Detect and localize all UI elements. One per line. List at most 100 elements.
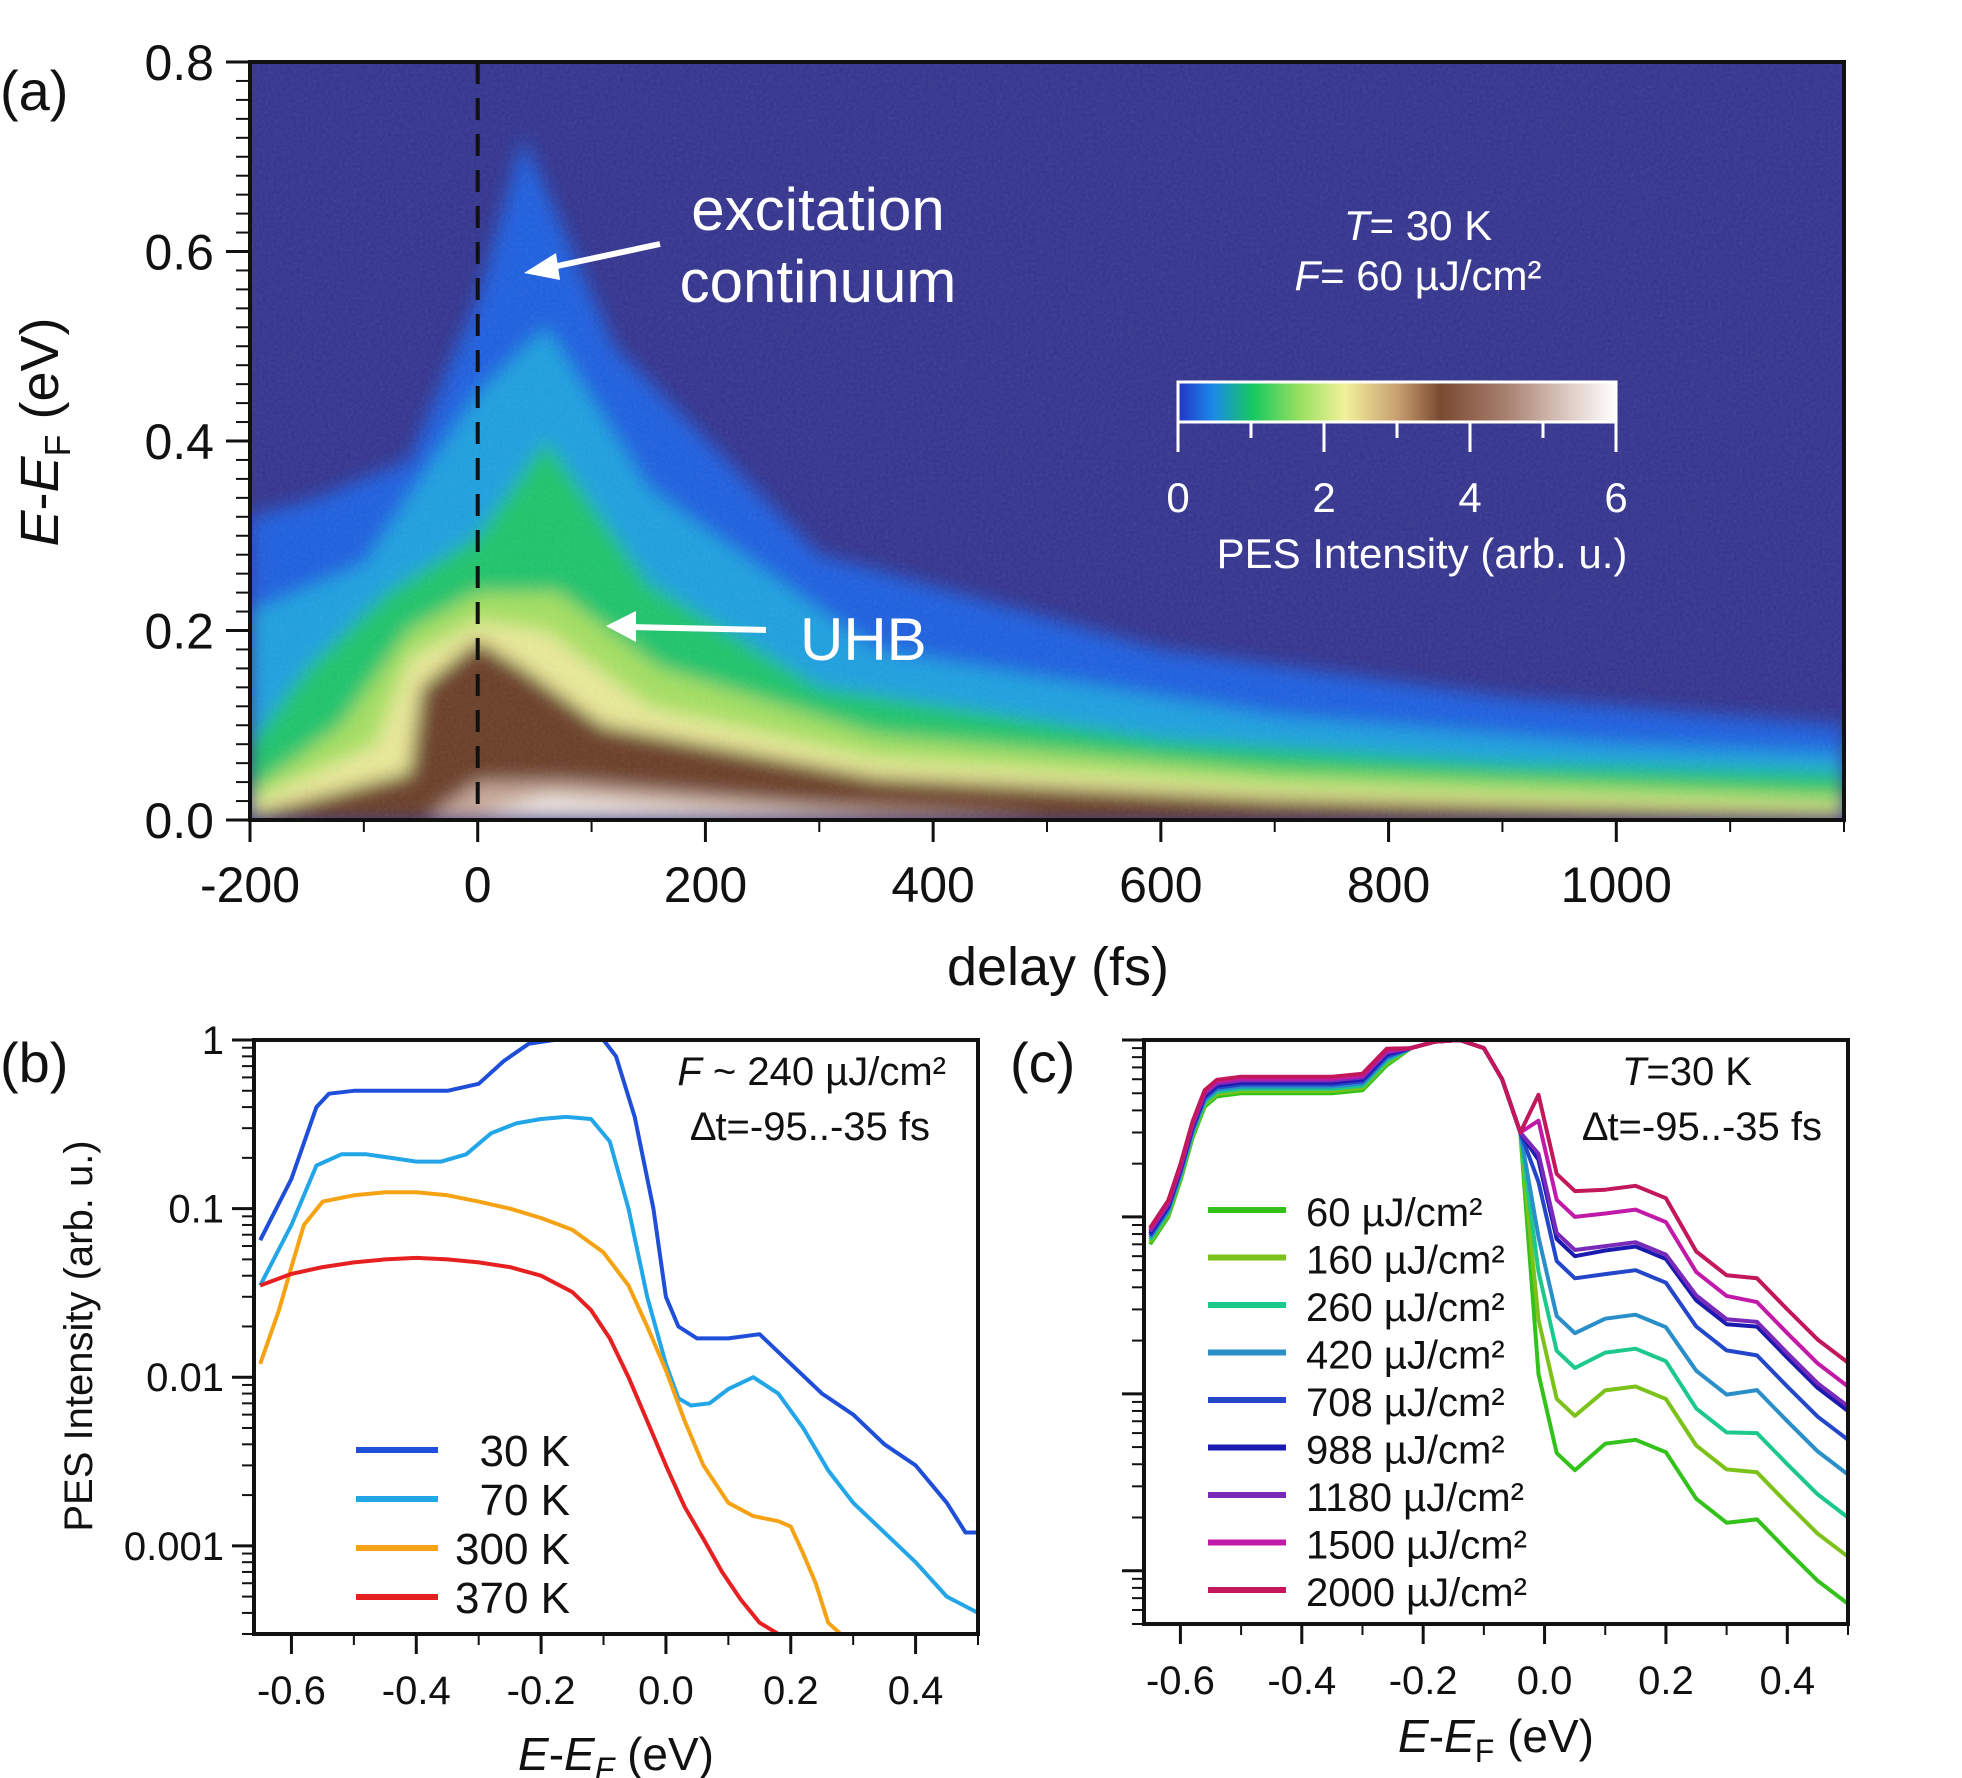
y-axis-b: 1 0.1 0.01 0.001 bbox=[124, 1019, 254, 1635]
panel-b-label: (b) bbox=[0, 1031, 68, 1094]
x-tick-label: 0.4 bbox=[1760, 1659, 1816, 1703]
x-tick-label-a: 1000 bbox=[1561, 857, 1672, 913]
x-tick-label: -0.2 bbox=[507, 1669, 576, 1713]
x-tick-label-a: 800 bbox=[1347, 857, 1430, 913]
excitation-label-line2: continuum bbox=[680, 248, 957, 315]
fluence-value: = 60 µJ/cm² bbox=[1320, 252, 1541, 299]
legend-label-c: 988 µJ/cm² bbox=[1306, 1429, 1505, 1473]
x-tick-label-a: 0 bbox=[464, 857, 492, 913]
excitation-label-line1: excitation bbox=[691, 176, 944, 243]
svg-text:T=30 K: T=30 K bbox=[1622, 1050, 1752, 1094]
x-tick-label: -0.6 bbox=[257, 1669, 326, 1713]
series-lines-c bbox=[1148, 1040, 1848, 1606]
plot-frame-b bbox=[252, 1038, 980, 1636]
y-tick-label: 0.1 bbox=[168, 1188, 224, 1232]
uhb-arrowhead bbox=[606, 611, 636, 642]
legend-label-c: 1180 µJ/cm² bbox=[1306, 1476, 1524, 1520]
legend-label-b: 70 K bbox=[479, 1476, 570, 1525]
x-tick-label-a: -200 bbox=[200, 857, 300, 913]
y-tick-label: 0.01 bbox=[146, 1356, 224, 1400]
temperature-value-c: =30 K bbox=[1646, 1050, 1752, 1094]
uhb-annotation: UHB bbox=[606, 606, 927, 673]
x-tick-label: 0.2 bbox=[763, 1669, 819, 1713]
excitation-arrowhead bbox=[524, 253, 560, 280]
legend-label-c: 420 µJ/cm² bbox=[1306, 1334, 1505, 1378]
temperature-value: = 30 K bbox=[1370, 202, 1493, 249]
excitation-annotation: excitation continuum bbox=[524, 176, 956, 315]
colorbar-gradient bbox=[1176, 380, 1618, 424]
panel-c-label: (c) bbox=[1010, 1031, 1075, 1094]
excitation-arrow bbox=[547, 241, 661, 271]
legend-label-c: 2000 µJ/cm² bbox=[1306, 1571, 1527, 1615]
panel-c: (c) -0.6 -0.4 -0.2 0.0 0.2 0.4 E-EF (eV) T=30… bbox=[1010, 1031, 1850, 1769]
series-line-c bbox=[1148, 1040, 1848, 1365]
colorbar-tick-label: 6 bbox=[1604, 474, 1627, 521]
y-tick-label: 1 bbox=[202, 1019, 224, 1063]
legend-label-b: 300 K bbox=[455, 1525, 570, 1574]
series-lines-b bbox=[258, 1040, 978, 1634]
x-axis-b: -0.6 -0.4 -0.2 0.0 0.2 0.4 bbox=[257, 1634, 979, 1713]
legend-label-c: 60 µJ/cm² bbox=[1306, 1191, 1482, 1235]
x-axis-label-a: delay (fs) bbox=[947, 937, 1169, 997]
y-axis-c bbox=[1122, 1038, 1144, 1625]
x-tick-label-a: 200 bbox=[664, 857, 747, 913]
delay-window-c: ∆t=-95..-35 fs bbox=[1583, 1105, 1822, 1149]
conditions-annotation: T= 30 K F= 60 µJ/cm² bbox=[1294, 202, 1541, 299]
legend-label-c: 260 µJ/cm² bbox=[1306, 1286, 1505, 1330]
temperature-var: T bbox=[1344, 202, 1373, 249]
heatmap bbox=[250, 62, 1844, 820]
y-tick-label-a: 0.6 bbox=[144, 225, 214, 281]
panel-a: (a) -200 0 200 400 600 800 1000 0.00.20.40.60.… bbox=[0, 35, 1846, 997]
colorbar: 0 2 4 6 PES Intensity (arb. u.) bbox=[1166, 380, 1628, 577]
x-tick-label-a: 600 bbox=[1119, 857, 1202, 913]
x-tick-label: 0.4 bbox=[888, 1669, 944, 1713]
x-tick-label: -0.6 bbox=[1146, 1659, 1215, 1703]
legend-label-b: 30 K bbox=[479, 1427, 570, 1476]
series-line-b bbox=[259, 1255, 780, 1634]
svg-text:F ~ 240 µJ/cm²: F ~ 240 µJ/cm² bbox=[677, 1050, 946, 1094]
svg-text:F= 60 µJ/cm²: F= 60 µJ/cm² bbox=[1294, 252, 1541, 299]
colorbar-tick-label: 0 bbox=[1166, 474, 1189, 521]
colorbar-tick-label: 4 bbox=[1458, 474, 1481, 521]
y-tick-label-a: 0.8 bbox=[144, 35, 214, 91]
uhb-arrow bbox=[631, 624, 767, 633]
y-axis-label-a: E-EF (eV) bbox=[10, 317, 78, 546]
series-line-b bbox=[258, 1040, 978, 1535]
y-tick-label-a: 0.2 bbox=[144, 604, 214, 660]
legend-label-c: 708 µJ/cm² bbox=[1306, 1381, 1505, 1425]
x-tick-label: 0.0 bbox=[638, 1669, 694, 1713]
fluence-var: F bbox=[1294, 252, 1322, 299]
plot-frame-c bbox=[1142, 1038, 1850, 1626]
uhb-label: UHB bbox=[800, 606, 927, 673]
x-axis-c: -0.6 -0.4 -0.2 0.0 0.2 0.4 bbox=[1146, 1624, 1849, 1703]
fluence-var-b: F bbox=[677, 1050, 704, 1094]
x-axis-a: -200 0 200 400 600 800 1000 bbox=[200, 820, 1845, 913]
temperature-var-c: T bbox=[1622, 1050, 1649, 1094]
colorbar-label: PES Intensity (arb. u.) bbox=[1217, 530, 1628, 577]
y-tick-label-a: 0.0 bbox=[144, 793, 214, 849]
panel-a-label: (a) bbox=[0, 59, 68, 122]
svg-text:T= 30 K: T= 30 K bbox=[1344, 202, 1492, 249]
y-tick-label: 0.001 bbox=[124, 1525, 224, 1569]
series-line-b bbox=[258, 1190, 843, 1634]
legend-label-c: 160 µJ/cm² bbox=[1306, 1239, 1505, 1283]
legend-label-c: 1500 µJ/cm² bbox=[1306, 1524, 1527, 1568]
x-tick-label: -0.4 bbox=[1267, 1659, 1336, 1703]
x-tick-label: 0.0 bbox=[1517, 1659, 1573, 1703]
delay-window-b: ∆t=-95..-35 fs bbox=[691, 1105, 930, 1149]
series-line-b bbox=[258, 1114, 978, 1615]
x-tick-label-a: 400 bbox=[891, 857, 974, 913]
fluence-value-b: ~ 240 µJ/cm² bbox=[702, 1050, 946, 1094]
y-axis-a: 0.0 0.2 0.4 0.6 0.8 bbox=[144, 35, 250, 849]
x-tick-label: -0.4 bbox=[382, 1669, 451, 1713]
legend-label-b: 370 K bbox=[455, 1574, 570, 1623]
x-tick-label: 0.2 bbox=[1638, 1659, 1694, 1703]
x-tick-label: -0.2 bbox=[1389, 1659, 1458, 1703]
y-tick-label-a: 0.4 bbox=[144, 414, 214, 470]
x-axis-label-b: E-EF (eV) bbox=[518, 1728, 714, 1778]
colorbar-tick-label: 2 bbox=[1312, 474, 1335, 521]
panel-b: (b) -0.6 -0.4 -0.2 0.0 0.2 0.4 10.10.010.001 … bbox=[0, 1019, 980, 1778]
x-axis-label-c: E-EF (eV) bbox=[1398, 1710, 1594, 1769]
